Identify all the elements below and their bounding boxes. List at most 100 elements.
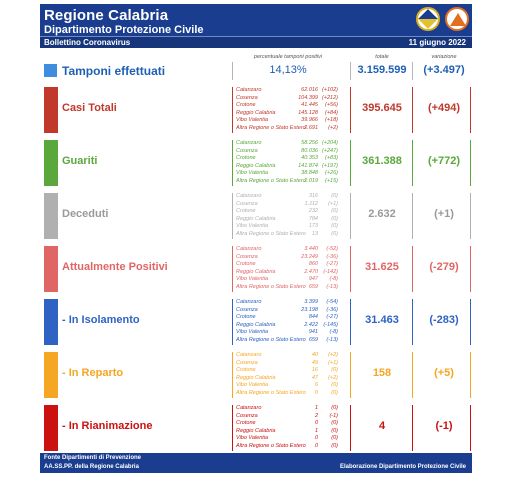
section-total: 395.645 bbox=[362, 102, 402, 114]
column-separator bbox=[350, 299, 351, 345]
province-name: Altra Regione o Stato Estero bbox=[236, 337, 306, 343]
province-row: Altra Regione o Stato Estero 659 (-13) bbox=[236, 284, 340, 291]
province-name: Cosenza bbox=[236, 412, 258, 419]
province-delta: (+1) bbox=[328, 359, 338, 366]
section-4: - In Isolamento Catanzaro 3.399 (-54) Cosenz… bbox=[40, 297, 472, 347]
variation-column-header: variazione bbox=[431, 54, 457, 60]
bulletin-board: Regione Calabria Dipartimento Protezione… bbox=[40, 4, 472, 473]
province-value: 13 bbox=[311, 231, 318, 237]
total-column-header: totale bbox=[375, 54, 389, 60]
footer-source-line1: Fonte Dipartimenti di Prevenzione bbox=[44, 455, 142, 461]
tamponi-color-indicator bbox=[44, 64, 57, 77]
section-1: Guariti Catanzaro 58.256 (+204) Cosenza 80.03… bbox=[40, 138, 472, 188]
province-row: Reggio Calabria 47 (+2) bbox=[236, 375, 340, 382]
province-value: 145.128 bbox=[298, 109, 318, 116]
footer-credit: Elaborazione Dipartimento Protezione Civ… bbox=[339, 464, 466, 470]
province-delta: (-52) bbox=[326, 246, 338, 252]
province-name: Cosenza bbox=[236, 253, 258, 260]
province-row: Cosenza 23.198 (-36) bbox=[236, 307, 340, 314]
province-name: Catanzaro bbox=[236, 193, 262, 199]
province-value: 3.399 bbox=[304, 299, 318, 305]
province-value: 16 bbox=[311, 367, 318, 374]
province-name: Altra Regione o Stato Estero bbox=[236, 390, 306, 396]
column-separator bbox=[350, 87, 351, 133]
footer-banner: Fonte Dipartimenti di Prevenzione AA.SS.… bbox=[40, 453, 472, 473]
province-name: Altra Regione o Stato Estero bbox=[236, 231, 306, 237]
province-delta: (-54) bbox=[326, 299, 338, 305]
column-separator bbox=[470, 246, 471, 292]
column-separator bbox=[470, 405, 471, 451]
province-delta: (-145) bbox=[323, 321, 338, 328]
province-name: Vibo Valentia bbox=[236, 170, 269, 177]
province-delta: (+2) bbox=[328, 125, 338, 131]
column-separator bbox=[412, 87, 413, 133]
province-row: Crotone 41.445 (+56) bbox=[236, 102, 340, 109]
province-name: Catanzaro bbox=[236, 246, 262, 252]
bulletin-bar: Bollettino Coronavirus 11 giugno 2022 bbox=[40, 36, 472, 48]
province-value: 47 bbox=[311, 374, 318, 381]
province-row: Altra Regione o Stato Estero 13 (0) bbox=[236, 231, 340, 238]
section-label: - In Reparto bbox=[62, 367, 124, 379]
province-name: Crotone bbox=[236, 367, 256, 374]
section-variation: (-279) bbox=[429, 261, 459, 273]
province-name: Crotone bbox=[236, 314, 256, 321]
column-separator bbox=[350, 405, 351, 451]
province-row: Reggio Calabria 1 (0) bbox=[236, 428, 340, 435]
province-name: Catanzaro bbox=[236, 87, 262, 93]
province-value: 860 bbox=[308, 261, 318, 268]
province-value: 2 bbox=[314, 412, 318, 419]
column-separator bbox=[470, 193, 471, 239]
section-color-indicator bbox=[44, 140, 58, 186]
province-delta: (0) bbox=[331, 193, 338, 199]
province-name: Reggio Calabria bbox=[236, 215, 276, 222]
province-value: 659 bbox=[308, 337, 318, 343]
province-value: 659 bbox=[308, 284, 318, 290]
province-value: 23.198 bbox=[301, 306, 318, 313]
province-name: Reggio Calabria bbox=[236, 321, 276, 328]
province-value: 941 bbox=[308, 329, 318, 336]
province-breakdown: Catanzaro 316 (0) Cosenza 1.112 (+1) Crotone 23… bbox=[236, 193, 340, 239]
section-label: Casi Totali bbox=[62, 102, 117, 114]
province-delta: (-1) bbox=[329, 412, 338, 419]
province-name: Crotone bbox=[236, 208, 256, 215]
section-0: Casi Totali Catanzaro 62.016 (+102) Cosenza 1… bbox=[40, 85, 472, 135]
province-value: 2.019 bbox=[304, 178, 318, 184]
province-delta: (0) bbox=[331, 382, 338, 389]
province-name: Altra Regione o Stato Estero bbox=[236, 125, 306, 131]
section-total: 4 bbox=[378, 420, 386, 432]
province-row: Catanzaro 1 (0) bbox=[236, 405, 340, 412]
province-delta: (+212) bbox=[321, 94, 338, 101]
province-delta: (0) bbox=[331, 223, 338, 230]
province-breakdown: Catanzaro 3.399 (-54) Cosenza 23.198 (-36) Cro… bbox=[236, 299, 340, 345]
column-separator bbox=[470, 299, 471, 345]
province-name: Altra Regione o Stato Estero bbox=[236, 284, 306, 290]
province-value: 41.445 bbox=[301, 102, 318, 109]
province-value: 23.249 bbox=[301, 253, 318, 260]
bulletin-label: Bollettino Coronavirus bbox=[44, 38, 131, 47]
province-row: Crotone 40.353 (+83) bbox=[236, 155, 340, 162]
column-separator bbox=[350, 246, 351, 292]
section-variation: (+1) bbox=[434, 208, 454, 220]
column-separator bbox=[412, 405, 413, 451]
province-delta: (-8) bbox=[329, 329, 338, 336]
section-5: - In Reparto Catanzaro 40 (+2) Cosenza 49 (+1)… bbox=[40, 350, 472, 400]
province-row: Catanzaro 62.016 (+102) bbox=[236, 87, 340, 94]
province-name: Crotone bbox=[236, 261, 256, 268]
column-separator bbox=[350, 193, 351, 239]
column-separator bbox=[232, 405, 233, 451]
province-row: Catanzaro 3.399 (-54) bbox=[236, 299, 340, 306]
province-value: 1.112 bbox=[304, 200, 318, 207]
province-delta: (+247) bbox=[321, 147, 338, 154]
province-row: Altra Regione o Stato Estero 2.691 (+2) bbox=[236, 125, 340, 132]
section-variation: (-283) bbox=[429, 314, 459, 326]
province-row: Cosenza 49 (+1) bbox=[236, 360, 340, 367]
province-value: 104.399 bbox=[298, 94, 318, 101]
section-2: Deceduti Catanzaro 316 (0) Cosenza 1.112 (+1) C… bbox=[40, 191, 472, 241]
province-row: Altra Regione o Stato Estero 0 (0) bbox=[236, 390, 340, 397]
province-delta: (0) bbox=[331, 208, 338, 215]
province-value: 0 bbox=[314, 420, 318, 427]
province-name: Reggio Calabria bbox=[236, 374, 276, 381]
province-row: Reggio Calabria 141.874 (+197) bbox=[236, 163, 340, 170]
province-value: 2.422 bbox=[304, 321, 318, 328]
province-value: 80.036 bbox=[301, 147, 318, 154]
